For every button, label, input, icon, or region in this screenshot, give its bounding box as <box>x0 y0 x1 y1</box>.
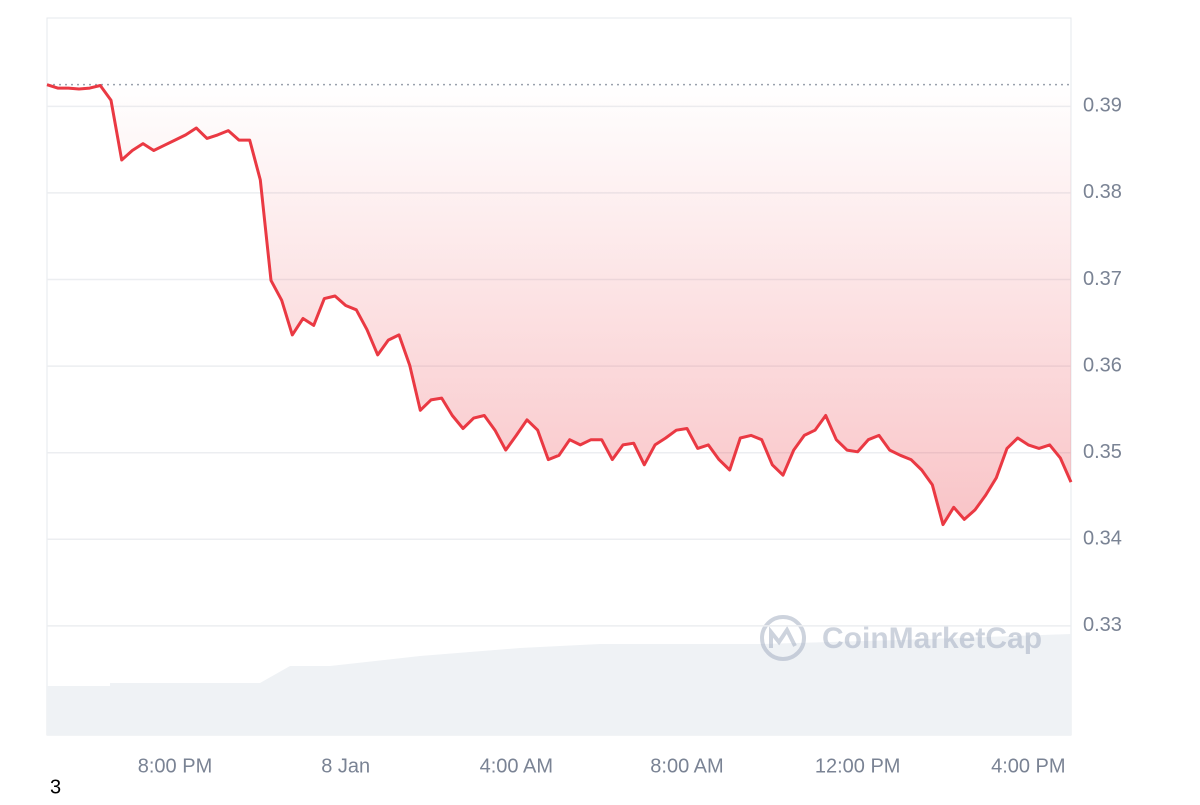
y-tick-label: 0.38 <box>1083 181 1122 203</box>
x-tick-label: 8:00 AM <box>650 755 723 777</box>
x-tick-label: 4:00 PM <box>991 755 1065 777</box>
y-tick-label: 0.35 <box>1083 441 1122 463</box>
x-tick-label: 8:00 PM <box>138 755 212 777</box>
y-tick-label: 0.37 <box>1083 268 1122 290</box>
y-tick-label: 0.36 <box>1083 354 1122 376</box>
y-tick-label: 0.39 <box>1083 95 1122 117</box>
area-fill <box>47 84 1071 525</box>
watermark: CoinMarketCap <box>822 622 1042 655</box>
x-tick-label: 12:00 PM <box>815 755 901 777</box>
footnote: 3 <box>50 776 61 798</box>
x-tick-label: 8 Jan <box>321 755 370 777</box>
price-line <box>46 83 1073 527</box>
y-tick-label: 0.34 <box>1083 528 1122 550</box>
y-tick-label: 0.33 <box>1083 614 1122 636</box>
x-tick-label: 4:00 AM <box>480 755 553 777</box>
volume-area <box>47 634 1071 735</box>
watermark-logo <box>760 615 806 661</box>
